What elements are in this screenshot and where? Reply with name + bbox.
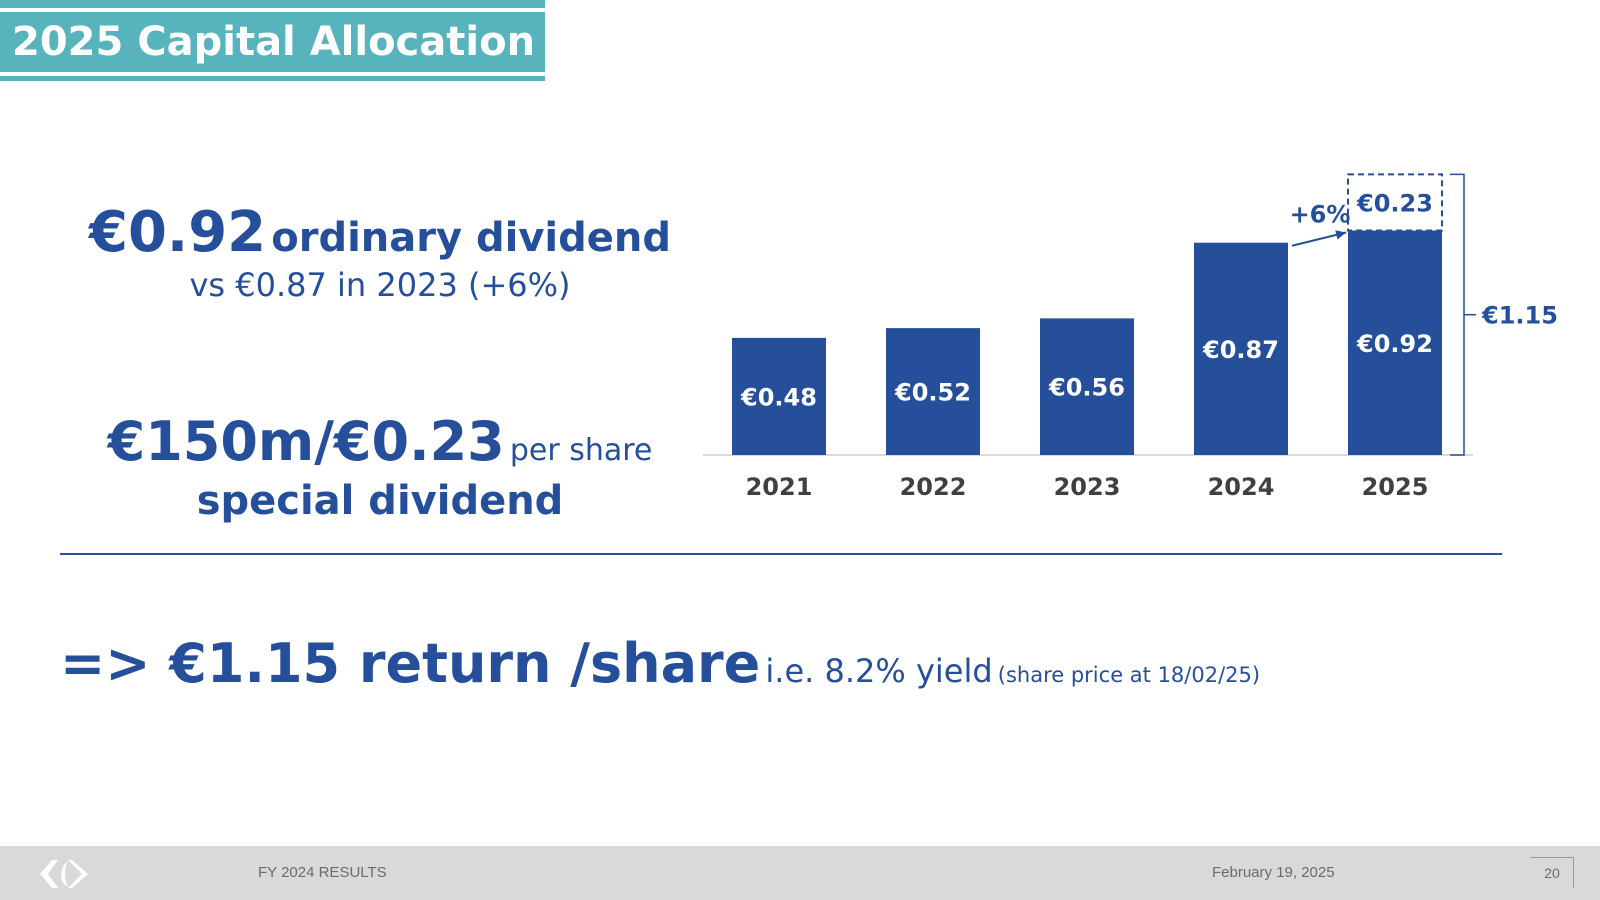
carrefour-logo-icon	[40, 860, 88, 888]
growth-label: +6%	[1290, 201, 1351, 229]
x-tick-label-2023: 2023	[1054, 473, 1121, 501]
footer-bar: FY 2024 RESULTS February 19, 2025 20	[0, 846, 1600, 900]
x-tick-label-2021: 2021	[746, 473, 813, 501]
x-tick-label-2024: 2024	[1208, 473, 1275, 501]
bar-2023	[1040, 318, 1134, 455]
ordinary-dividend-amount: €0.92	[89, 200, 267, 265]
bar-2021	[732, 337, 826, 455]
special-dividend-line: €150m/€0.23 per share	[60, 410, 700, 473]
bar-2025	[1348, 230, 1442, 455]
ordinary-dividend-comparison: vs €0.87 in 2023 (+6%)	[189, 266, 571, 304]
x-tick-label-2025: 2025	[1362, 473, 1429, 501]
total-return-yield: i.e. 8.2% yield	[765, 652, 993, 690]
ordinary-dividend-line: €0.92 ordinary dividend	[60, 200, 700, 265]
total-label: €1.15	[1481, 302, 1558, 330]
growth-arrow-head	[1335, 230, 1346, 240]
total-return-line: => €1.15 return /share i.e. 8.2% yield (…	[60, 632, 1260, 695]
section-divider	[60, 553, 1502, 555]
ordinary-dividend-label: ordinary dividend	[271, 215, 671, 261]
bar-value-label-2022: €0.52	[894, 379, 971, 407]
bar-value-label-2023: €0.56	[1048, 374, 1125, 402]
page-title: 2025 Capital Allocation	[12, 19, 536, 65]
bar-2022	[886, 328, 980, 455]
footer-report-name: FY 2024 RESULTS	[258, 864, 387, 881]
special-dividend-per-share: per share	[509, 433, 653, 468]
bar-value-label-2025: €0.92	[1356, 330, 1433, 358]
page-number: 20	[1531, 857, 1574, 888]
title-fill	[0, 12, 545, 72]
bar-2024	[1194, 242, 1288, 455]
special-dividend-box	[1347, 173, 1443, 232]
bar-value-label-2021: €0.48	[740, 383, 817, 411]
total-return-headline: => €1.15 return /share	[60, 632, 761, 695]
total-bracket	[1450, 173, 1465, 456]
growth-arrow-line	[1291, 231, 1347, 247]
special-dividend-amount: €150m/€0.23	[107, 410, 505, 473]
special-dividend-label: special dividend	[196, 478, 564, 524]
total-return-note: (share price at 18/02/25)	[997, 663, 1261, 687]
bar-value-label-2024: €0.87	[1202, 336, 1279, 364]
title-rule-bottom	[0, 76, 545, 81]
title-banner: 2025 Capital Allocation	[0, 0, 545, 82]
title-rule-top	[0, 0, 545, 8]
x-tick-label-2022: 2022	[900, 473, 967, 501]
footer-date: February 19, 2025	[1212, 864, 1335, 881]
special-dividend-label: €0.23	[1356, 189, 1433, 217]
